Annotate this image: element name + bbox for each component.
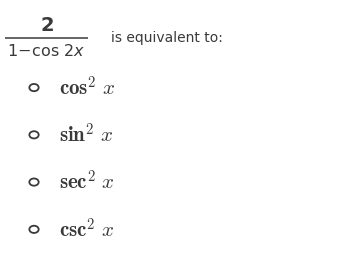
Text: is equivalent to:: is equivalent to: — [111, 31, 223, 45]
Text: $\mathbf{sin}^{\mathbf{2}}$$\ x$: $\mathbf{sin}^{\mathbf{2}}$$\ x$ — [59, 123, 113, 147]
Text: $1\!-\!\mathrm{cos}\ 2x$: $1\!-\!\mathrm{cos}\ 2x$ — [7, 43, 86, 59]
Text: $\bf{2}$: $\bf{2}$ — [40, 18, 53, 35]
Text: $\mathbf{cos}^{\mathbf{2}}$$\ x$: $\mathbf{cos}^{\mathbf{2}}$$\ x$ — [59, 76, 116, 100]
Text: $\mathbf{sec}^{\mathbf{2}}$$\ x$: $\mathbf{sec}^{\mathbf{2}}$$\ x$ — [59, 170, 115, 194]
Text: $\mathbf{csc}^{\mathbf{2}}$$\ x$: $\mathbf{csc}^{\mathbf{2}}$$\ x$ — [59, 217, 115, 241]
